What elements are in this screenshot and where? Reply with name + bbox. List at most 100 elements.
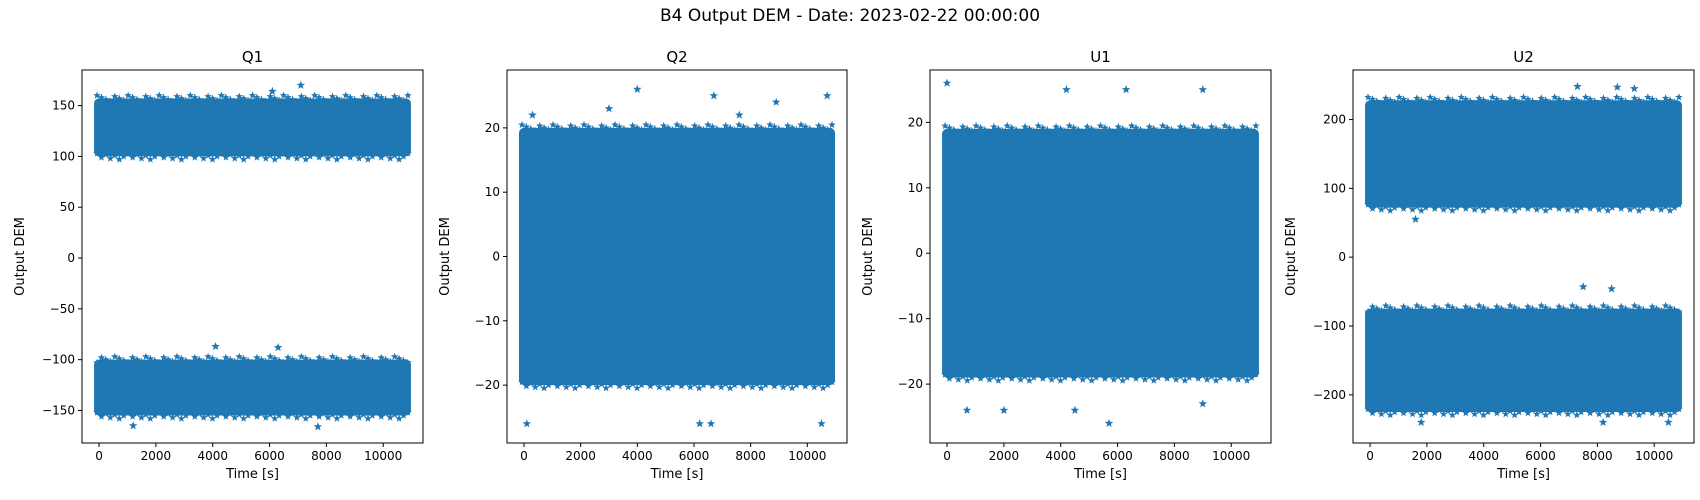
- scatter-point: [288, 150, 297, 158]
- scatter-point: [1092, 373, 1100, 381]
- scatter-point: [801, 382, 810, 390]
- scatter-point: [146, 155, 155, 163]
- y-tick-label: −50: [50, 302, 75, 316]
- scatter-point: [133, 409, 141, 417]
- scatter-point: [994, 376, 1003, 384]
- y-tick-label: 50: [60, 200, 75, 214]
- scatter-point: [633, 84, 642, 93]
- scatter-point: [1216, 373, 1225, 381]
- scatter-point: [673, 120, 681, 129]
- scatter-point: [1462, 409, 1470, 417]
- scatter-point: [717, 126, 726, 135]
- scatter-point: [168, 413, 177, 421]
- scatter-point: [1404, 406, 1412, 414]
- scatter-point: [1555, 95, 1563, 103]
- scatter-point: [558, 379, 566, 387]
- scatter-point: [1150, 376, 1158, 384]
- scatter-point: [1519, 200, 1528, 208]
- scatter-point: [1568, 202, 1577, 210]
- scatter-point: [1537, 94, 1546, 102]
- y-tick-label: 20: [485, 121, 500, 135]
- scatter-point: [324, 357, 332, 365]
- scatter-point: [1123, 126, 1131, 135]
- scatter-point: [810, 383, 819, 391]
- scatter-point: [553, 382, 562, 390]
- scatter-point: [102, 95, 110, 103]
- x-axis-label: Time [s]: [1496, 467, 1550, 482]
- scatter-point: [972, 370, 980, 378]
- scatter-point: [1185, 373, 1194, 381]
- scatter-point: [248, 408, 257, 416]
- scatter-point: [593, 126, 602, 135]
- scatter-point: [368, 411, 377, 419]
- scatter-point: [1212, 376, 1220, 384]
- x-tick-label: 6000: [679, 449, 710, 463]
- scatter-point: [801, 122, 810, 131]
- scatter-point: [288, 95, 297, 103]
- scatter-point: [404, 358, 412, 366]
- scatter-point: [1181, 376, 1189, 384]
- scatter-point: [1021, 122, 1029, 131]
- scatter-point: [713, 379, 721, 387]
- scatter-point: [1096, 370, 1105, 378]
- scatter-point: [230, 413, 239, 421]
- scatter-point: [1203, 375, 1211, 383]
- scatter-point: [690, 121, 699, 130]
- scatter-point: [1573, 82, 1582, 91]
- scatter-point: [1524, 95, 1532, 103]
- scatter-point: [1229, 125, 1238, 134]
- scatter-point: [1404, 97, 1412, 105]
- scatter-point: [217, 91, 226, 99]
- scatter-point: [1515, 305, 1523, 313]
- scatter-point: [1413, 301, 1421, 309]
- scatter-point: [1510, 96, 1519, 104]
- scatter-point: [1564, 205, 1572, 213]
- scatter-point: [708, 382, 717, 390]
- scatter-point: [1488, 200, 1497, 208]
- scatter-point: [1198, 85, 1208, 94]
- scatter-point: [775, 124, 783, 133]
- y-tick-label: −20: [898, 377, 923, 391]
- scatter-point: [1052, 122, 1060, 131]
- y-axis-label: Output DEM: [861, 217, 876, 296]
- scatter-point: [1141, 127, 1149, 136]
- scatter-point: [355, 413, 363, 421]
- scatter-point: [1373, 406, 1381, 414]
- scatter-point: [1577, 98, 1585, 106]
- scatter-point: [364, 155, 372, 163]
- axes-frame: [929, 69, 1272, 444]
- scatter-point: [606, 381, 615, 389]
- scatter-point: [1198, 125, 1207, 134]
- scatter-point: [1573, 206, 1581, 214]
- scatter-point: [1062, 85, 1071, 94]
- scatter-point: [1430, 204, 1439, 212]
- scatter-point: [302, 94, 310, 102]
- scatter-point: [377, 93, 386, 101]
- scatter-point: [604, 104, 614, 113]
- scatter-point: [266, 92, 275, 100]
- scatter-point: [315, 153, 323, 161]
- scatter-point: [1172, 127, 1180, 136]
- scatter-point: [1238, 372, 1247, 380]
- scatter-point: [686, 126, 695, 135]
- scatter-point: [191, 153, 199, 161]
- scatter-point: [133, 150, 141, 158]
- scatter-point: [1564, 410, 1572, 418]
- scatter-point: [1568, 407, 1577, 415]
- scatter-point: [1510, 411, 1519, 419]
- scatter-point: [1546, 203, 1554, 211]
- scatter-point: [262, 97, 270, 105]
- scatter-point: [213, 96, 221, 104]
- scatter-point: [151, 152, 159, 160]
- scatter-point: [191, 93, 199, 101]
- scatter-point: [404, 149, 412, 157]
- scatter-point: [730, 125, 739, 134]
- scatter-point: [324, 413, 332, 421]
- scatter-point: [637, 381, 646, 389]
- scatter-point: [155, 149, 163, 157]
- scatter-point: [1577, 203, 1585, 211]
- scatter-point: [651, 379, 659, 387]
- scatter-point: [1386, 411, 1395, 419]
- scatter-point: [404, 91, 412, 99]
- scatter-point: [1475, 407, 1483, 415]
